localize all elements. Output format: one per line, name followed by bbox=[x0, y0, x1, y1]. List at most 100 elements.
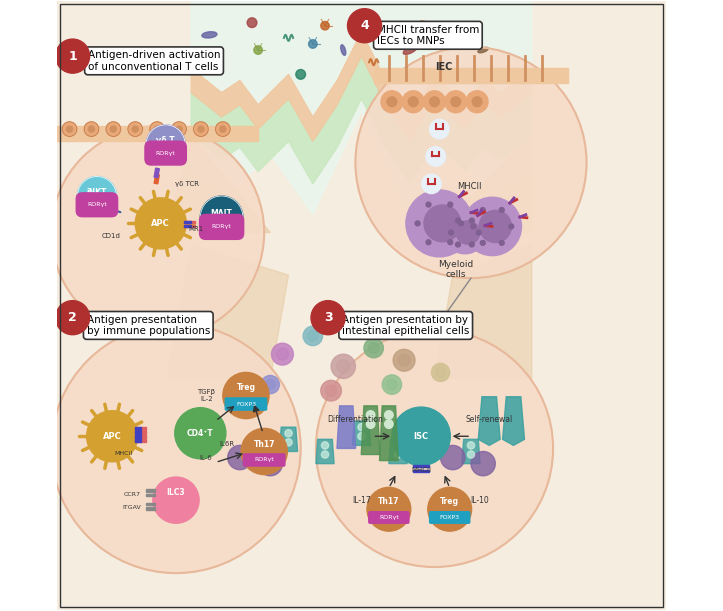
FancyBboxPatch shape bbox=[369, 511, 409, 523]
Text: Treg: Treg bbox=[440, 497, 459, 507]
Bar bbox=[184, 225, 191, 227]
Circle shape bbox=[228, 445, 252, 470]
Circle shape bbox=[146, 125, 185, 164]
Circle shape bbox=[431, 430, 438, 437]
Circle shape bbox=[88, 126, 95, 132]
Bar bbox=[145, 503, 155, 505]
Circle shape bbox=[398, 354, 410, 366]
Text: IEC: IEC bbox=[435, 62, 453, 72]
Text: Self-renewal: Self-renewal bbox=[466, 415, 513, 424]
Polygon shape bbox=[191, 56, 532, 184]
Text: APC: APC bbox=[151, 219, 170, 228]
Polygon shape bbox=[389, 439, 407, 464]
Text: TGFβ
IL-2: TGFβ IL-2 bbox=[197, 389, 215, 401]
Polygon shape bbox=[479, 397, 500, 445]
Circle shape bbox=[321, 21, 329, 30]
Circle shape bbox=[153, 477, 199, 523]
Text: MHCII transfer from
IECs to MNPs: MHCII transfer from IECs to MNPs bbox=[377, 24, 479, 46]
Circle shape bbox=[422, 174, 441, 194]
Circle shape bbox=[385, 411, 393, 419]
Circle shape bbox=[261, 375, 279, 393]
Text: RORγt: RORγt bbox=[379, 515, 399, 521]
Circle shape bbox=[337, 360, 350, 373]
Bar bbox=[184, 225, 194, 227]
Text: 4: 4 bbox=[360, 19, 369, 32]
Text: APC: APC bbox=[103, 432, 121, 441]
Circle shape bbox=[325, 385, 337, 397]
Circle shape bbox=[476, 230, 482, 235]
Circle shape bbox=[428, 488, 471, 531]
Circle shape bbox=[56, 39, 90, 73]
Bar bbox=[414, 465, 429, 467]
Circle shape bbox=[241, 428, 287, 475]
Text: IL-10: IL-10 bbox=[471, 496, 489, 505]
Text: RORγt: RORγt bbox=[212, 224, 231, 229]
Ellipse shape bbox=[202, 32, 217, 38]
Ellipse shape bbox=[385, 30, 398, 40]
Circle shape bbox=[265, 379, 275, 390]
Polygon shape bbox=[191, 32, 532, 141]
Circle shape bbox=[67, 126, 72, 132]
Polygon shape bbox=[243, 439, 261, 464]
Circle shape bbox=[358, 433, 365, 440]
Text: iNKT: iNKT bbox=[87, 188, 107, 197]
Circle shape bbox=[467, 442, 474, 449]
Circle shape bbox=[309, 40, 317, 48]
Text: γδ TCR: γδ TCR bbox=[175, 181, 199, 187]
Circle shape bbox=[448, 240, 453, 244]
Circle shape bbox=[258, 452, 283, 476]
Text: IL-6: IL-6 bbox=[200, 455, 213, 461]
Circle shape bbox=[426, 147, 445, 166]
Polygon shape bbox=[337, 406, 356, 448]
Circle shape bbox=[500, 208, 504, 213]
Circle shape bbox=[458, 221, 463, 226]
Polygon shape bbox=[167, 244, 288, 378]
Circle shape bbox=[394, 451, 402, 458]
Circle shape bbox=[469, 242, 474, 247]
Circle shape bbox=[247, 18, 257, 27]
Circle shape bbox=[402, 91, 424, 112]
Circle shape bbox=[285, 430, 292, 437]
Polygon shape bbox=[352, 421, 371, 445]
Circle shape bbox=[368, 343, 379, 353]
Circle shape bbox=[87, 411, 137, 462]
Circle shape bbox=[84, 122, 99, 136]
Circle shape bbox=[472, 97, 482, 106]
Circle shape bbox=[382, 375, 402, 394]
Polygon shape bbox=[362, 406, 380, 455]
Bar bbox=[184, 221, 191, 224]
Circle shape bbox=[321, 380, 341, 401]
Bar bbox=[135, 435, 141, 438]
Bar bbox=[135, 439, 146, 442]
Circle shape bbox=[432, 364, 450, 381]
Circle shape bbox=[424, 91, 445, 112]
Text: Antigen-driven activation
of unconventional T cells: Antigen-driven activation of unconventio… bbox=[87, 50, 221, 71]
Text: MHCII: MHCII bbox=[114, 452, 132, 456]
Bar bbox=[184, 221, 194, 224]
Text: MR1: MR1 bbox=[188, 227, 203, 232]
Text: MHCII: MHCII bbox=[411, 467, 431, 473]
Circle shape bbox=[198, 126, 204, 132]
Circle shape bbox=[467, 451, 474, 458]
Text: Th17: Th17 bbox=[254, 440, 275, 448]
Circle shape bbox=[408, 97, 418, 106]
Text: Myeloid
cells: Myeloid cells bbox=[438, 260, 474, 279]
Circle shape bbox=[106, 122, 121, 136]
Text: CD4⁺T: CD4⁺T bbox=[187, 429, 213, 437]
Polygon shape bbox=[380, 406, 398, 461]
Circle shape bbox=[469, 218, 474, 223]
Circle shape bbox=[394, 442, 402, 449]
Circle shape bbox=[367, 420, 375, 428]
Polygon shape bbox=[462, 439, 480, 464]
Circle shape bbox=[387, 97, 397, 106]
Bar bbox=[135, 431, 141, 434]
FancyBboxPatch shape bbox=[244, 454, 285, 466]
Circle shape bbox=[393, 349, 415, 371]
Circle shape bbox=[471, 452, 495, 476]
Circle shape bbox=[480, 208, 485, 213]
Ellipse shape bbox=[359, 14, 364, 25]
Circle shape bbox=[348, 9, 382, 43]
Text: MHCII: MHCII bbox=[458, 183, 482, 191]
Circle shape bbox=[381, 91, 403, 112]
Bar bbox=[135, 431, 146, 434]
